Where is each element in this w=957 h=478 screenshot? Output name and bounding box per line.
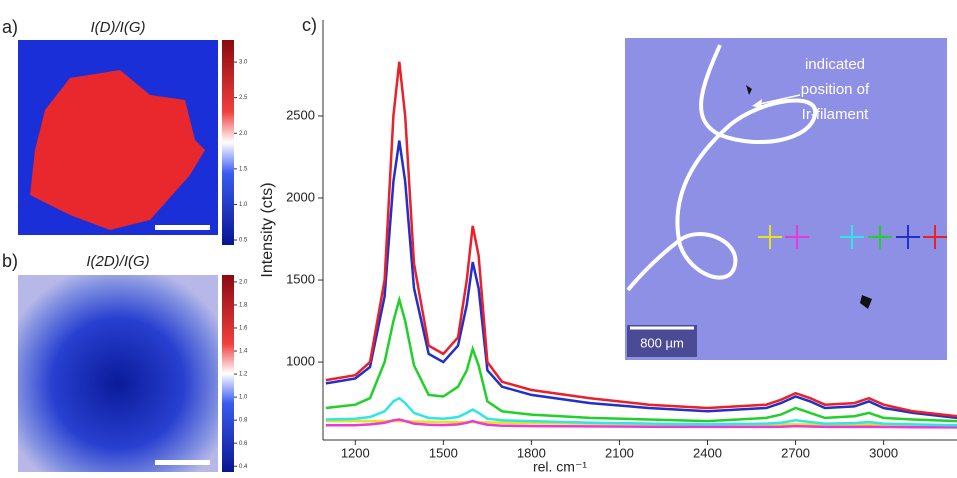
y-tick-label: 2000 [286,189,315,204]
annotation: Ir-filament [802,106,870,123]
x-tick-label: 2100 [605,445,634,460]
colorbar-tick-label: 0.6 [239,441,248,447]
x-tick-label: 3000 [869,445,898,460]
map-title: I(D)/I(G) [91,19,146,36]
colorbar-tick-label: 2.0 [239,279,248,285]
annotation: indicated [805,56,865,73]
x-tick-label: 2400 [693,445,722,460]
colorbar-tick-label: 1.5 [239,166,248,172]
y-tick-label: 1500 [286,271,315,286]
colorbar-tick-label: 1.8 [239,303,248,309]
series-line [325,294,957,423]
colorbar-tick-label: 1.0 [239,202,248,208]
panel-label: b) [2,251,18,271]
colorbar-tick-label: 1.0 [239,395,248,401]
y-axis-label: Intensity (cts) [259,182,276,277]
series-line [325,396,957,427]
inset-image [625,38,947,360]
colorbar-tick-label: 3.0 [239,60,248,66]
colorbar-tick-label: 1.4 [239,349,248,355]
series-line [325,140,957,420]
panel-label: c) [302,15,317,35]
colorbar-tick-label: 0.4 [239,464,248,470]
y-tick-label: 2500 [286,107,315,122]
x-tick-label: 1800 [517,445,546,460]
colorbar-tick-label: 2.5 [239,95,248,101]
map-title: I(2D)/I(G) [86,253,149,270]
colorbar-tick-label: 0.8 [239,418,248,424]
x-tick-label: 1200 [341,445,370,460]
series-line [325,418,957,429]
x-axis-label: rel. cm⁻¹ [533,459,587,475]
x-tick-label: 2700 [781,445,810,460]
colorbar-tick-label: 2.0 [239,131,248,137]
annotation: position of [801,81,870,98]
panel-label: a) [2,17,18,37]
colorbar-tick-label: 1.2 [239,372,248,378]
scale-bar-label: 800 µm [640,335,684,350]
colorbar-tick-label: 0.5 [239,238,248,244]
map-a [18,40,234,245]
map-b [18,275,234,472]
series-line [325,61,957,418]
x-tick-label: 1500 [429,445,458,460]
y-tick-label: 1000 [286,354,315,369]
colorbar-tick-label: 1.6 [239,326,248,332]
